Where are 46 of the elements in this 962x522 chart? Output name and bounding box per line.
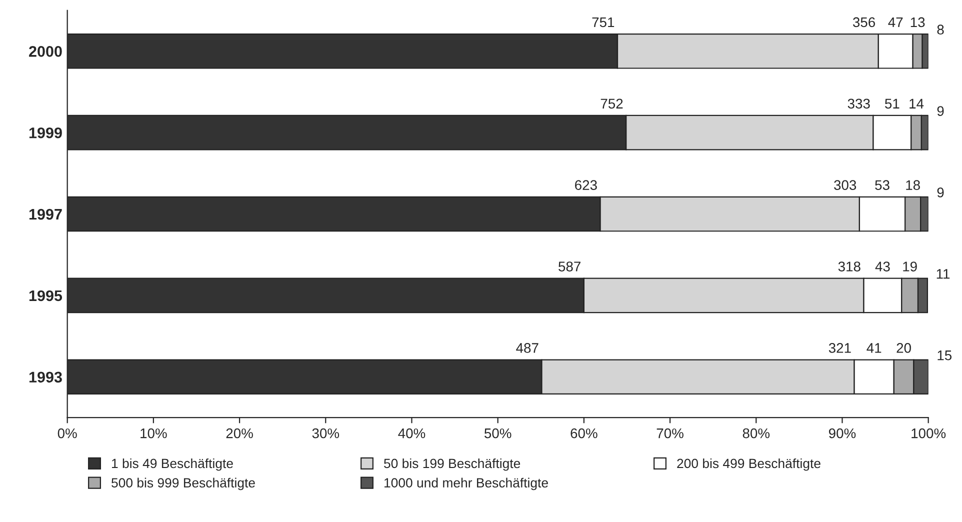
- x-tick-label: 50%: [484, 428, 512, 438]
- legend-label: 1000 und mehr Beschäftigte: [384, 478, 548, 490]
- legend-label: 500 bis 999 Beschäftigte: [112, 478, 255, 490]
- x-tick-label: 40%: [398, 428, 426, 438]
- x-tick-label: 70%: [656, 428, 684, 438]
- y-tick-label: 2000: [29, 46, 62, 57]
- annotation: 41: [866, 343, 882, 353]
- x-tick-label: 0%: [58, 428, 77, 438]
- annotation: 751: [592, 17, 614, 28]
- annotation: 8: [937, 24, 944, 35]
- annotation: 303: [834, 180, 856, 190]
- annotation: 13: [910, 17, 925, 28]
- x-tick-label: 80%: [742, 428, 770, 438]
- annotation: 20: [896, 343, 911, 353]
- annotation: 14: [910, 98, 924, 108]
- annotation: 9: [937, 106, 944, 116]
- annotation: 333: [848, 98, 870, 109]
- x-tick-label: 90%: [828, 428, 856, 438]
- annotation: 47: [888, 17, 903, 28]
- y-tick-label: 1993: [29, 372, 62, 383]
- annotation: 487: [516, 343, 538, 353]
- annotation: 321: [828, 343, 851, 353]
- annotation: 19: [903, 262, 917, 272]
- annotation: 43: [875, 262, 890, 272]
- y-tick-label: 1997: [29, 208, 62, 220]
- x-tick-label: 60%: [570, 428, 598, 438]
- x-tick-label: 20%: [226, 428, 253, 438]
- annotation: 587: [558, 262, 580, 272]
- annotation: 318: [838, 262, 860, 272]
- y-tick-label: 1995: [29, 290, 62, 302]
- legend-label: 200 bis 499 Beschäftigte: [677, 458, 820, 471]
- annotation: 53: [875, 180, 890, 190]
- y-tick-label: 1999: [29, 127, 62, 138]
- annotation: 51: [885, 98, 900, 109]
- annotation: 9: [937, 188, 944, 198]
- legend-label: 50 bis 199 Beschäftigte: [384, 458, 520, 471]
- annotation: 15: [938, 350, 952, 360]
- legend-label: 1 bis 49 Beschäftigte: [112, 458, 233, 471]
- annotation: 356: [852, 17, 876, 28]
- x-tick-label: 30%: [312, 428, 340, 438]
- x-tick-label: 10%: [140, 428, 167, 438]
- annotation: 623: [575, 180, 597, 190]
- annotation: 11: [936, 269, 950, 279]
- annotation: 18: [906, 180, 920, 190]
- annotation: 752: [600, 98, 623, 109]
- x-tick-label: 100%: [912, 428, 946, 438]
